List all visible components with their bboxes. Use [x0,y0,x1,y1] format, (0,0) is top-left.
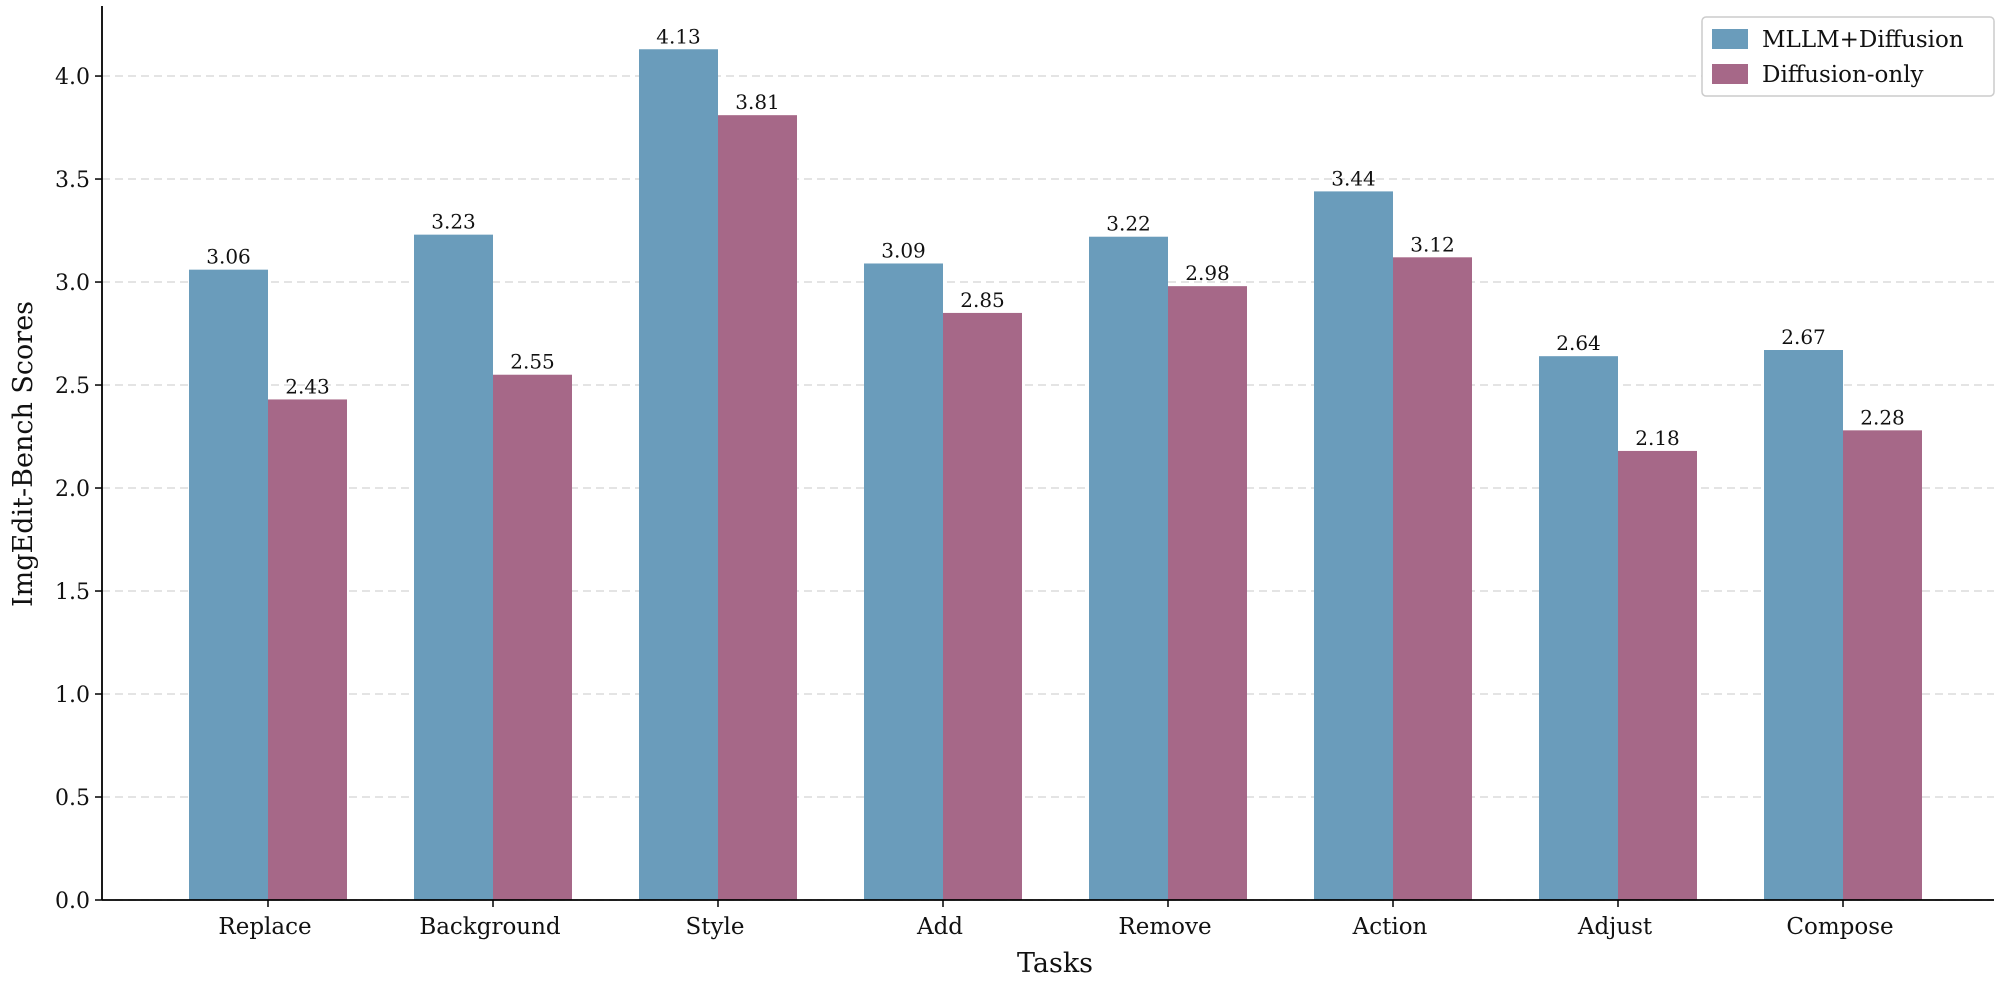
legend-label: MLLM+Diffusion [1762,27,1964,53]
y-tick-label: 4.0 [55,65,90,90]
x-tick-label: Remove [1118,914,1211,940]
x-tick-label: Replace [218,914,311,940]
bar [864,263,943,900]
data-label: 2.28 [1860,405,1905,429]
y-axis-label: ImgEdit-Bench Scores [8,301,39,607]
x-tick-label: Compose [1786,914,1893,940]
x-axis-label: Tasks [1017,948,1093,979]
data-label: 3.12 [1410,232,1455,256]
x-tick-label: Add [916,914,963,940]
bar [1764,350,1843,900]
y-tick-label: 3.5 [55,168,90,193]
data-label: 2.55 [510,350,555,374]
data-label: 2.43 [285,374,330,398]
y-tick-label: 2.0 [55,477,90,502]
data-label: 4.13 [656,24,701,48]
data-label: 2.98 [1185,261,1230,285]
data-label: 3.06 [206,245,251,269]
y-tick-label: 0.5 [55,786,90,811]
legend-swatch [1712,29,1748,49]
bar [718,115,797,901]
bar [943,312,1022,900]
bar [414,234,493,900]
y-tick-label: 2.5 [55,374,90,399]
y-tick-label: 1.0 [55,683,90,708]
data-label: 3.23 [431,210,476,234]
x-tick-label: Background [419,914,561,940]
legend-swatch [1712,64,1748,84]
bar [1393,257,1472,901]
data-label: 3.09 [881,238,926,262]
bar [1314,191,1393,900]
bar [189,269,268,900]
data-label: 2.64 [1556,331,1601,355]
bar [1539,356,1618,900]
bar [1618,450,1697,900]
data-label: 3.22 [1106,212,1151,236]
data-label: 2.67 [1781,325,1826,349]
bar [639,49,718,901]
x-tick-label: Adjust [1577,914,1653,940]
data-label: 3.81 [735,90,780,114]
y-tick-label: 1.5 [55,580,90,605]
data-label: 2.18 [1635,426,1680,450]
legend-box [1701,16,1995,97]
bar [493,374,572,900]
y-tick-label: 3.0 [55,271,90,296]
x-tick-label: Action [1352,914,1428,940]
legend-label: Diffusion-only [1762,62,1924,88]
data-label: 2.85 [960,288,1005,312]
bar [1168,286,1247,900]
y-tick-label: 0.0 [55,889,90,914]
bar [1089,236,1168,901]
data-label: 3.44 [1331,166,1376,190]
bar [268,399,347,900]
x-tick-label: Style [686,914,745,940]
bar [1843,430,1922,900]
